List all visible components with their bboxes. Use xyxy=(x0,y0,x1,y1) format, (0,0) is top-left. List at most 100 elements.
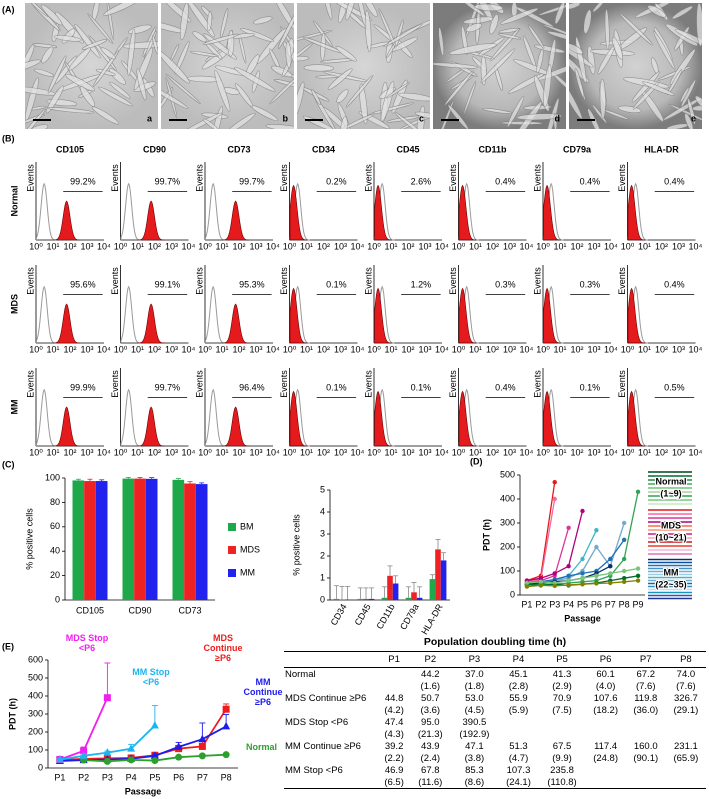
sd-row: (4.3) (21.3) (192.9) xyxy=(284,728,706,740)
marker-histogram xyxy=(627,287,646,344)
x-tick-label: 10² xyxy=(148,344,161,354)
cell xyxy=(583,9,592,34)
point xyxy=(608,580,613,586)
x-tick-label: 10³ xyxy=(80,344,93,354)
x-tick-label: 10¹ xyxy=(384,241,397,251)
sd-cell: (7.5) xyxy=(552,704,572,716)
y-tick-label: 0 xyxy=(55,594,60,604)
cell xyxy=(179,3,189,41)
cell xyxy=(465,23,483,33)
series-label: MDS Continue ≥P6 xyxy=(203,633,243,663)
x-tick-label: 10² xyxy=(148,447,161,457)
isotype-histogram xyxy=(205,285,226,344)
marker-histogram xyxy=(221,406,250,447)
marker-histogram xyxy=(289,390,308,447)
point xyxy=(538,579,544,584)
cell xyxy=(189,51,219,57)
row-label-spacer xyxy=(284,776,378,789)
x-tick-label: 10² xyxy=(63,241,76,251)
cell xyxy=(459,3,486,17)
legend-label: MDS xyxy=(661,520,681,530)
point xyxy=(580,508,585,514)
sd-cell: (6.5) xyxy=(378,776,411,789)
x-tick-label: 10² xyxy=(148,241,161,251)
point xyxy=(621,537,627,542)
bar xyxy=(134,478,146,600)
x-tick-label: P8 xyxy=(221,772,232,782)
value-cell: 326.7 xyxy=(674,692,698,704)
y-axis-label: Events xyxy=(194,164,204,192)
y-axis-label: PDT (h) xyxy=(7,698,17,730)
x-tick-label: 10¹ xyxy=(553,241,566,251)
cell xyxy=(553,113,558,129)
point xyxy=(552,571,557,576)
point xyxy=(150,721,159,729)
cell xyxy=(103,3,142,16)
series-label: MDS Stop <P6 xyxy=(65,633,109,653)
x-tick-label: 10⁰ xyxy=(283,344,297,354)
cell xyxy=(380,80,395,122)
isotype-histogram xyxy=(205,182,226,241)
bar xyxy=(333,598,340,600)
x-tick-label: 10¹ xyxy=(553,447,566,457)
x-tick-label: 10² xyxy=(655,344,668,354)
x-tick-label: 10⁴ xyxy=(520,344,534,354)
cell xyxy=(414,111,430,119)
x-tick-label: 10¹ xyxy=(215,241,228,251)
sd-cell: (24.1) xyxy=(498,776,539,789)
x-tick-label: 10⁰ xyxy=(367,241,381,251)
x-tick-label: 10⁴ xyxy=(520,447,534,457)
group-label: MDS xyxy=(9,294,19,314)
legend-swatch xyxy=(228,546,236,554)
sd-cell xyxy=(666,728,706,740)
cell xyxy=(161,50,190,84)
row-label: MM Stop <P6 xyxy=(285,764,343,776)
x-tick-label: 10² xyxy=(486,241,499,251)
point xyxy=(608,564,613,569)
x-tick-label: 10² xyxy=(570,447,583,457)
cell xyxy=(449,43,497,55)
sd-cell: (3.8) xyxy=(464,752,485,764)
cell xyxy=(341,113,375,129)
point xyxy=(79,751,88,759)
x-tick-label: 10¹ xyxy=(469,447,482,457)
legend-label: MDS xyxy=(240,544,260,554)
cell xyxy=(684,113,694,129)
cell xyxy=(463,80,477,115)
table: P1 P2 P3 P4 P5 P6 P7 P8 Normal 44.2 37.0 45.1 41.3 60… xyxy=(284,651,706,789)
x-axis-label: Passage xyxy=(125,786,162,796)
value-row: MDS Continue ≥P6 44.8 50.7 53.0 55.9 70.9 107.… xyxy=(284,692,706,704)
x-tick-label: P5 xyxy=(149,772,160,782)
cell xyxy=(679,86,690,103)
x-tick-label: 10⁴ xyxy=(351,344,365,354)
value-cell: 45.1 xyxy=(509,668,528,680)
gate-percentage: 2.6% xyxy=(411,177,432,187)
series-line xyxy=(526,529,597,585)
cell xyxy=(271,65,293,78)
point xyxy=(566,525,571,530)
x-tick-label: 10¹ xyxy=(638,447,651,457)
x-tick-label: 10¹ xyxy=(46,241,59,251)
bar xyxy=(84,481,96,600)
point xyxy=(566,578,571,583)
cell xyxy=(599,78,606,119)
x-tick-label: 10⁴ xyxy=(97,447,111,457)
sd-cell: (8.6) xyxy=(450,776,499,789)
point xyxy=(524,584,530,589)
cell xyxy=(438,27,445,57)
x-tick-label: P2 xyxy=(78,772,89,782)
x-tick-label: 10² xyxy=(232,241,245,251)
cell xyxy=(92,50,120,88)
x-tick-label: 10¹ xyxy=(469,344,482,354)
legend-label: MM xyxy=(240,567,255,577)
marker-label: CD79a xyxy=(563,144,592,154)
legend-swatch xyxy=(228,523,236,531)
sd-cell: (4.3) xyxy=(384,728,404,740)
point xyxy=(103,694,111,702)
cell xyxy=(345,74,374,108)
value-cell: 70.9 xyxy=(552,692,572,704)
cell xyxy=(311,89,321,105)
cell xyxy=(611,36,624,60)
sd-cell: (36.0) xyxy=(633,704,659,716)
